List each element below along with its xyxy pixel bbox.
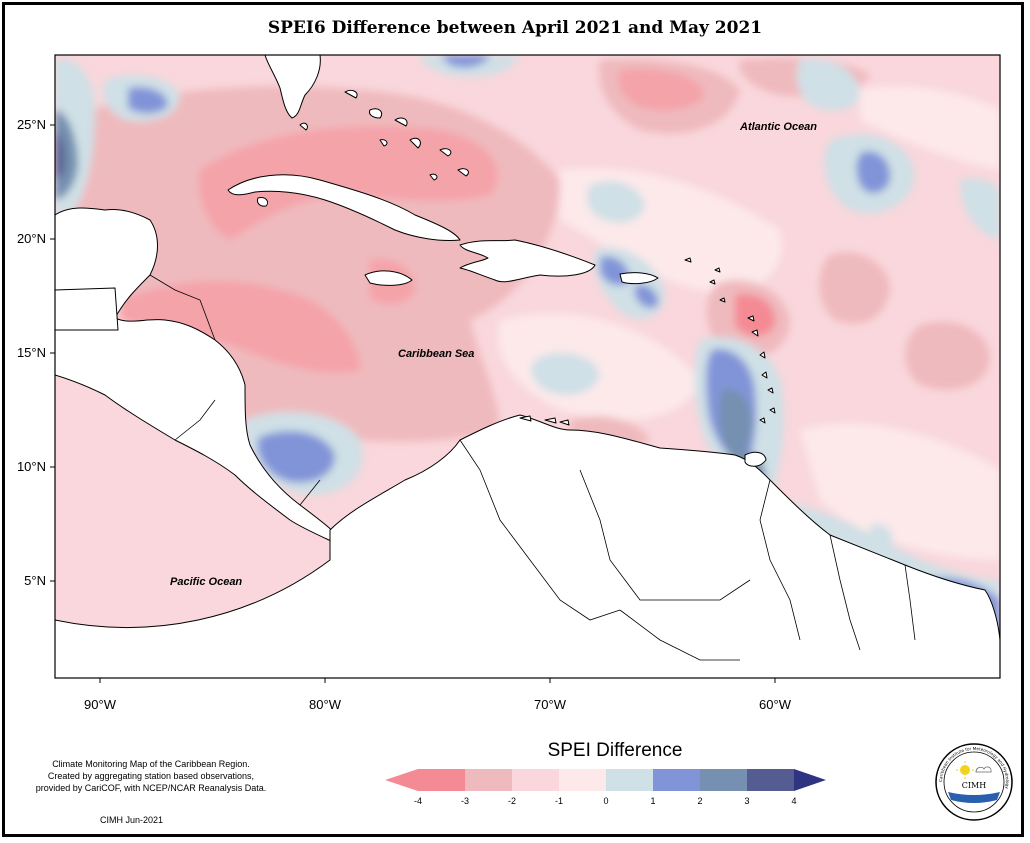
colorbar-bin-1 [418,769,465,791]
lat-label-25n: 25°N [16,117,46,132]
colorbar-tick: 2 [697,796,703,806]
caribbean-sea-label: Caribbean Sea [398,348,474,360]
colorbar-min-arrow [385,769,418,791]
land-jamaica [364,270,413,286]
credits-line: provided by CariCOF, with NCEP/NCAR Rean… [35,783,267,793]
plot-border [54,54,1001,679]
lat-label-20n: 20°N [16,231,46,246]
colorbar-bin-2 [465,769,512,791]
land-mexico-gulf [55,287,119,331]
land-abc-islands [519,415,570,426]
axis-ticks [50,124,776,683]
colorbar-tick: 0 [603,796,609,806]
lat-label-5n: 5°N [24,573,46,588]
land-cuba [227,174,461,241]
colorbar-tick: -4 [413,796,422,806]
legend-title: SPEI Difference [547,740,683,761]
land-central-america [55,207,351,551]
lat-label-10n: 10°N [16,459,46,474]
map-title: SPEI6 Difference between April 2021 and … [267,18,763,38]
wave-icon [948,792,1000,803]
land-trinidad [744,451,767,467]
logo-abbr: CIMH [962,781,986,790]
credits-date: CIMH Jun-2021 [100,815,164,825]
colorbar-bin-4 [559,769,606,791]
colorbar-bin-3 [512,769,559,791]
colorbar-tick: 3 [744,796,750,806]
pacific-ocean-label: Pacific Ocean [170,576,242,588]
lon-label-60w: 60°W [759,697,791,712]
lon-label-80w: 80°W [309,697,341,712]
credits-line: Created by aggregating station based obs… [47,771,255,781]
atlantic-ocean-label: Atlantic Ocean [739,121,817,133]
country-borders [149,274,916,661]
land-lesser-antilles [684,257,776,424]
colorbar-tick: -3 [460,796,469,806]
lat-label-15n: 15°N [16,345,46,360]
cloud-icon [975,766,992,773]
colorbar-max-arrow [794,769,826,791]
colorbar [385,769,826,791]
lon-label-70w: 70°W [534,697,566,712]
credits-line: Climate Monitoring Map of the Caribbean … [52,759,250,769]
land-masses [55,55,1000,678]
colorbar-tick: -1 [554,796,563,806]
credits-text: Climate Monitoring Map of the Caribbean … [20,758,282,794]
colorbar-bin-5 [606,769,653,791]
land-puerto-rico [619,272,659,285]
land-florida [264,55,321,119]
sun-icon [960,765,970,775]
cimh-logo: CIMH Caribbean Institute for Meteorology… [935,743,1013,821]
land-hispaniola [459,239,596,283]
colorbar-bin-7 [700,769,747,791]
land-bahamas [299,89,469,181]
land-isla-juventud [257,197,269,207]
colorbar-bin-6 [653,769,700,791]
lon-label-90w: 90°W [84,697,116,712]
colorbar-tick: 4 [791,796,797,806]
colorbar-bin-8 [747,769,794,791]
colorbar-tick: -2 [507,796,516,806]
colorbar-tick: 1 [650,796,656,806]
